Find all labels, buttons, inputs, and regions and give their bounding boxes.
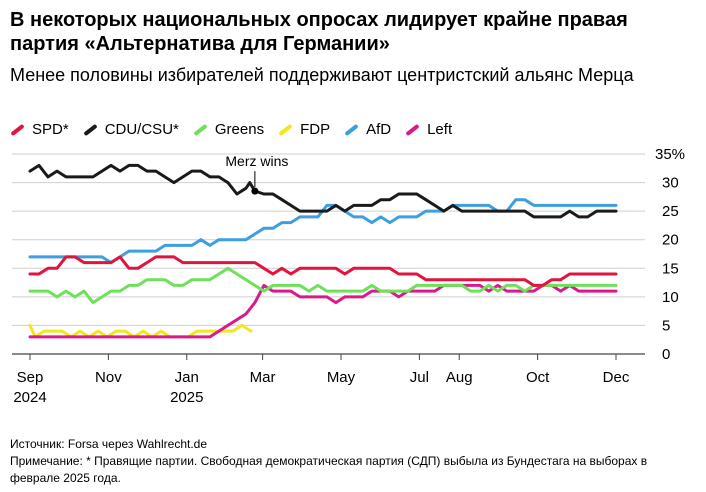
chart-subtitle: Менее половины избирателей поддерживают … [10,65,634,85]
annotation-marker [251,187,259,195]
legend: SPD* CDU/CSU* Greens FDP AfD Left [10,120,466,140]
x-tick-sublabel: 2024 [13,389,46,406]
y-tick-label: 15 [662,260,679,277]
legend-label: Greens [214,121,265,138]
legend-swatch [405,123,420,137]
x-tick-label: May [327,369,356,386]
y-tick-label: 35% [655,146,685,163]
legend-label: Left [427,121,453,138]
y-tick-label: 10 [662,289,679,306]
chart-title: В некоторых национальных опросах лидируе… [10,9,628,55]
series-line [28,163,618,219]
y-tick-label: 0 [662,346,670,363]
legend-item: Greens [193,120,264,140]
legend-label: AfD [366,121,392,138]
legend-swatch [10,123,25,137]
legend-swatch [193,123,208,137]
legend-label: SPD* [32,121,69,138]
series-line [28,198,618,265]
legend-item: Left [405,120,452,140]
series-line [28,266,618,305]
footer: Источник: Forsa через Wahlrecht.de Приме… [10,436,700,487]
legend-swatch [344,123,359,137]
y-tick-label: 25 [662,203,679,220]
legend-item: FDP [278,120,330,140]
x-tick-label: Aug [446,369,473,386]
series-line [28,255,618,287]
x-tick-label: Oct [526,369,550,386]
x-tick-label: Nov [95,369,122,386]
annotation-label: Merz wins [225,153,288,169]
legend-label: FDP [300,121,331,138]
legend-item: AfD [344,120,391,140]
x-tick-label: Jan [175,369,199,386]
x-tick-label: Dec [603,369,630,386]
y-tick-label: 20 [662,232,679,249]
x-tick-label: Sep [17,369,44,386]
legend-swatch [83,123,98,137]
y-tick-label: 5 [662,317,670,334]
series-line [28,323,253,339]
legend-swatch [278,123,293,137]
x-tick-label: Mar [250,369,276,386]
x-tick-label: Jul [410,369,429,386]
footnote: Примечание: * Правящие партии. Свободная… [10,454,648,485]
legend-label: CDU/CSU* [104,121,179,138]
y-tick-label: 30 [662,175,679,192]
legend-item: CDU/CSU* [83,120,179,140]
source-note: Источник: Forsa через Wahlrecht.de [10,437,208,451]
x-tick-sublabel: 2025 [170,389,203,406]
series-line [28,283,618,339]
legend-item: SPD* [10,120,69,140]
